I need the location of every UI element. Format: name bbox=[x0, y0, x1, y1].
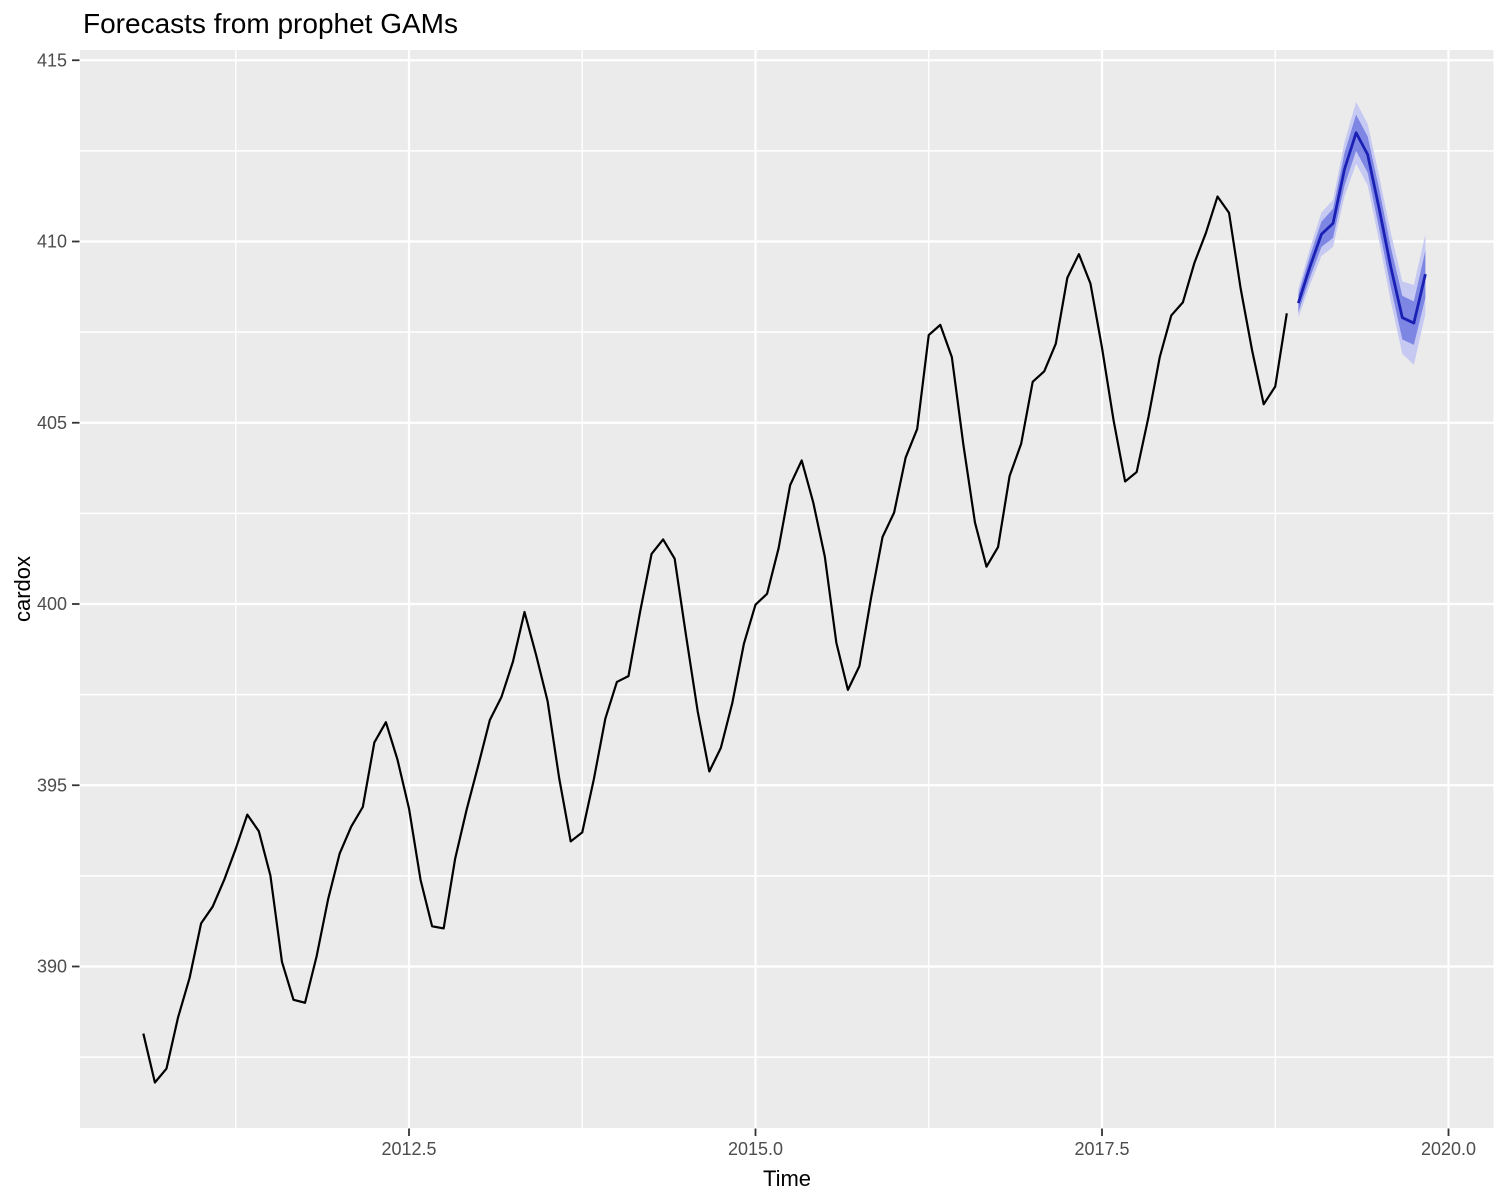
y-axis-title: cardox bbox=[10, 556, 35, 622]
x-tick-label: 2012.5 bbox=[381, 1139, 436, 1159]
plot-title: Forecasts from prophet GAMs bbox=[83, 8, 458, 39]
gridlines-layer bbox=[80, 50, 1494, 1128]
data-series-layer bbox=[142, 131, 1427, 1084]
y-tick-label: 395 bbox=[37, 775, 67, 795]
y-tick-label: 410 bbox=[37, 232, 67, 252]
y-tick-label: 400 bbox=[37, 594, 67, 614]
forecast-interval-ribbons bbox=[1298, 101, 1426, 365]
panel-background-layer bbox=[80, 50, 1494, 1128]
x-axis-title: Time bbox=[763, 1166, 811, 1191]
x-tick-label: 2015.0 bbox=[728, 1139, 783, 1159]
y-tick-label: 405 bbox=[37, 413, 67, 433]
forecast-80-percent-ribbon bbox=[1298, 114, 1426, 345]
x-tick-label: 2020.0 bbox=[1421, 1139, 1476, 1159]
forecast-mean-line bbox=[1297, 131, 1427, 325]
y-tick-label: 415 bbox=[37, 50, 67, 70]
panel-background bbox=[80, 50, 1494, 1128]
x-tick-label: 2017.5 bbox=[1074, 1139, 1129, 1159]
y-tick-label: 390 bbox=[37, 957, 67, 977]
axis-tick-labels: 2012.5 2015.0 2017.5 2020.0 390 395 400 405 410 4… bbox=[37, 50, 1476, 1159]
axis-tick-marks bbox=[72, 59, 1450, 1136]
observed-cardox-monthly-line bbox=[142, 195, 1288, 1084]
